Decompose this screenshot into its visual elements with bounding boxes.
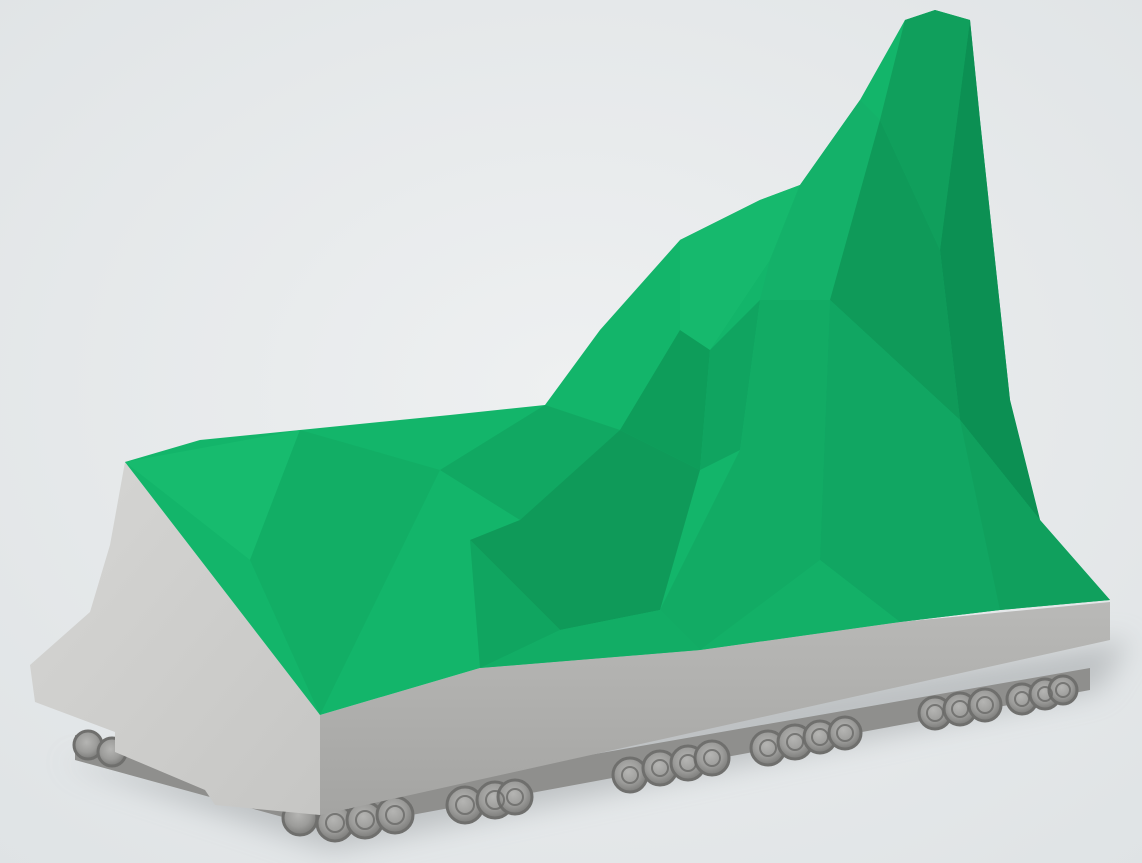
mountain-facets: [125, 10, 1110, 715]
base-side: [320, 602, 1110, 815]
base-end: [30, 462, 320, 815]
